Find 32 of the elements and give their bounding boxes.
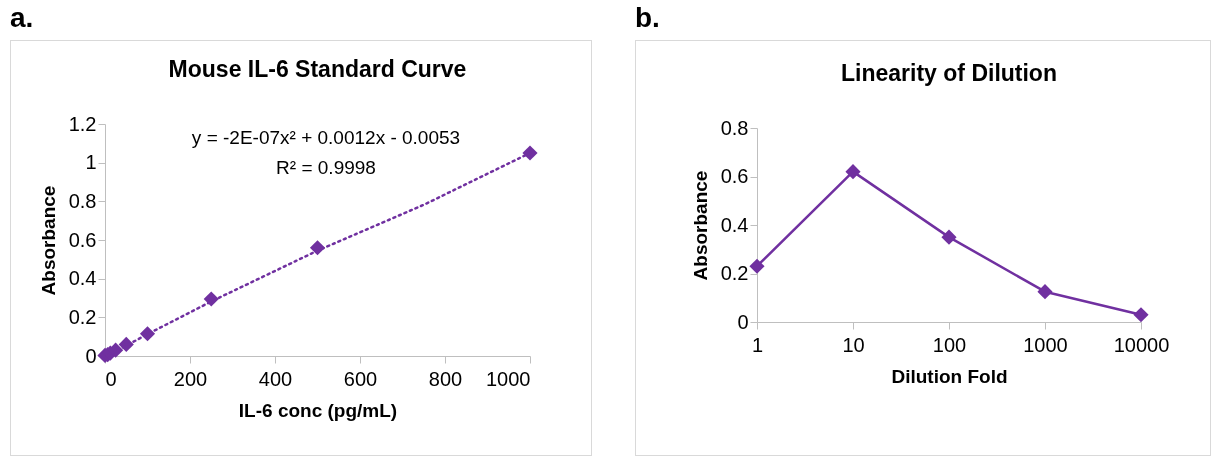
y-tick-label: 1.2 [68, 112, 97, 135]
x-tick-label: 10 [842, 333, 865, 356]
annotation: R² = 0.9998 [276, 157, 376, 178]
x-axis-title: IL-6 conc (pg/mL) [238, 399, 398, 421]
x-tick-label: 0 [105, 367, 117, 390]
x-tick-label: 800 [428, 367, 463, 390]
annotation: y = -2E-07x² + 0.0012x - 0.0053 [191, 127, 461, 148]
y-tick-label: 0.6 [720, 165, 749, 187]
x-tick-label: 1 [751, 333, 764, 356]
x-tick-label: 400 [258, 367, 293, 390]
y-tick-label: 0.4 [720, 213, 749, 236]
x-tick-label: 100 [932, 333, 967, 356]
y-tick-label: 0.6 [68, 228, 97, 251]
y-tick-label: 0.2 [68, 305, 97, 328]
x-tick-label: 10000 [1113, 333, 1170, 356]
y-tick-label: 0.4 [68, 267, 97, 290]
y-axis-title: Absorbance [37, 185, 59, 296]
x-tick-label: 200 [173, 367, 208, 390]
x-tick-label: 1000 [486, 367, 531, 390]
y-tick-label: 0.8 [720, 116, 749, 139]
x-tick-label: 600 [343, 367, 378, 390]
text: b. [635, 2, 660, 34]
chart-title: Linearity of Dilution [841, 60, 1057, 86]
y-tick-label: 0.8 [68, 189, 97, 212]
y-tick-label: 1 [85, 151, 97, 174]
y-tick-label: 0.2 [720, 262, 749, 284]
chart-title: Mouse IL-6 Standard Curve [168, 56, 467, 82]
x-axis-title: Dilution Fold [891, 365, 1008, 387]
y-axis-title: Absorbance [689, 170, 711, 281]
y-tick-label: 0 [737, 310, 749, 333]
text: a. [10, 2, 34, 34]
x-tick-label: 1000 [1023, 333, 1068, 356]
